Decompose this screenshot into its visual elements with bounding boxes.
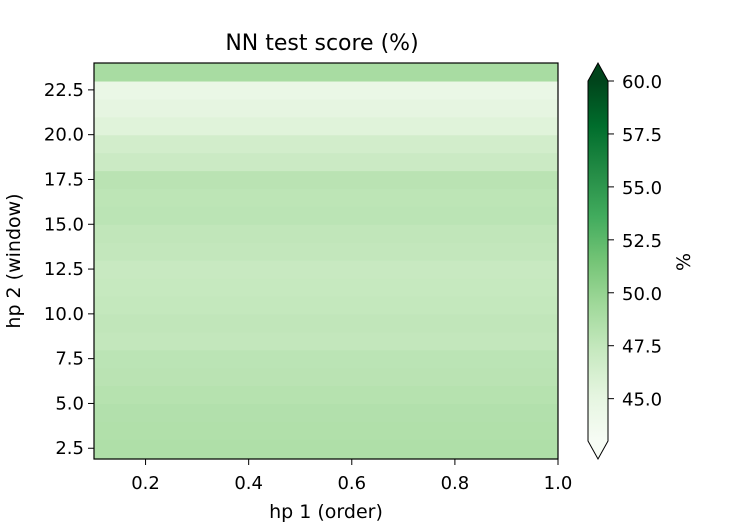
heatmap-row-2	[94, 403, 558, 422]
y-tick-label: 20.0	[44, 125, 84, 146]
heatmap-row-20	[94, 80, 558, 100]
colorbar-tick-label: 55.0	[622, 178, 662, 199]
colorbar-tick-label: 47.5	[622, 337, 662, 358]
y-tick-label: 22.5	[44, 80, 84, 101]
y-tick-label: 15.0	[44, 214, 84, 235]
colorbar-tick-label: 52.5	[622, 231, 662, 252]
x-tick-label: 0.6	[337, 473, 366, 494]
y-axis-label: hp 2 (window)	[3, 193, 25, 328]
x-tick-label: 0.4	[234, 473, 263, 494]
y-tick-label: 17.5	[44, 169, 84, 190]
heatmap-row-15	[94, 170, 558, 190]
heatmap-row-11	[94, 242, 558, 261]
heatmap-row-19	[94, 98, 558, 118]
heatmap-row-6	[94, 331, 558, 351]
heatmap-row-13	[94, 206, 558, 225]
heatmap-row-12	[94, 224, 558, 243]
colorbar-gradient	[588, 81, 608, 441]
y-axis-ticks: 2.5 5.0 7.5 10.0 12.5 15.0 17.5 20.0 22.5	[44, 80, 94, 459]
x-axis-label: hp 1 (order)	[269, 501, 383, 523]
x-tick-label: 0.2	[131, 473, 160, 494]
x-axis-ticks: 0.2 0.4 0.6 0.8 1.0	[131, 459, 572, 494]
plot-frame	[93, 62, 559, 460]
x-tick-label: 1.0	[544, 473, 573, 494]
y-tick-label: 10.0	[44, 304, 84, 325]
heatmap-row-8	[94, 295, 558, 315]
heatmap-row-5	[94, 349, 558, 369]
y-tick-label: 2.5	[55, 438, 84, 459]
heatmap-row-16	[94, 152, 558, 172]
heatmap-row-0	[94, 439, 558, 460]
colorbar-tick-label: 60.0	[622, 72, 662, 93]
heatmap-row-18	[94, 116, 558, 136]
colorbar: 45.0 47.5 50.0 52.5 55.0 57.5 60.0	[587, 61, 662, 461]
colorbar-tick-label: 45.0	[622, 390, 662, 411]
chart-title: NN test score (%)	[225, 31, 418, 56]
y-tick-label: 5.0	[55, 393, 84, 414]
heatmap-row-10	[94, 260, 558, 279]
y-tick-label: 12.5	[44, 259, 84, 280]
x-tick-label: 0.8	[441, 473, 470, 494]
heatmap-row-21	[94, 63, 558, 82]
heatmap-row-14	[94, 188, 558, 207]
colorbar-label: %	[673, 253, 695, 271]
colorbar-tick-label: 50.0	[622, 284, 662, 305]
colorbar-extend-max	[588, 63, 608, 81]
heatmap-row-4	[94, 367, 558, 387]
heatmap-row-3	[94, 385, 558, 405]
y-tick-label: 7.5	[55, 349, 84, 370]
heatmap-row-9	[94, 278, 558, 297]
heatmap-row-1	[94, 421, 558, 440]
heatmap-row-7	[94, 313, 558, 333]
colorbar-tick-label: 57.5	[622, 125, 662, 146]
heatmap-cells	[94, 63, 558, 460]
heatmap-row-17	[94, 134, 558, 154]
colorbar-extend-min	[588, 441, 608, 459]
